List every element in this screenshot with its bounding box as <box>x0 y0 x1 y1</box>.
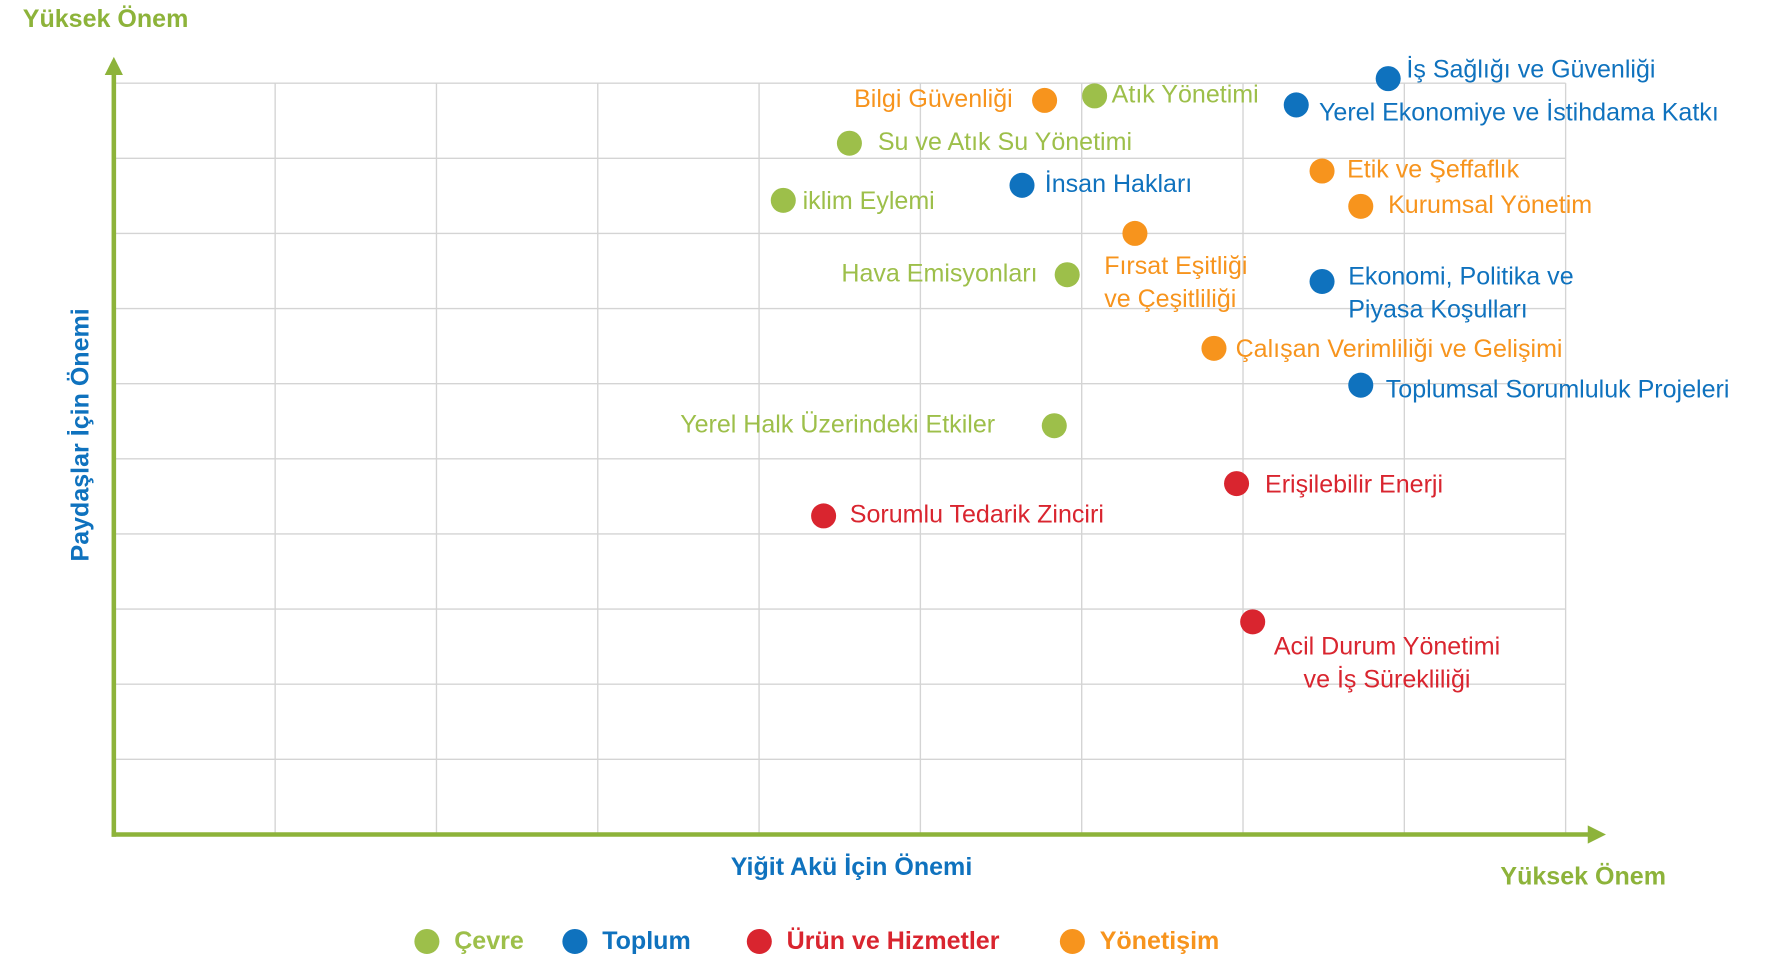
point <box>1082 83 1108 109</box>
legend-marker <box>562 928 588 955</box>
x-high-label: Yüksek Önem <box>1500 861 1666 890</box>
point <box>1041 413 1067 439</box>
point-label: Bilgi Güvenliği <box>854 85 1013 113</box>
legend-label: Ürün ve Hizmetler <box>787 926 1000 955</box>
legend-marker <box>414 928 440 955</box>
point-label: Piyasa Koşulları <box>1348 296 1527 324</box>
point <box>1375 66 1401 92</box>
point-label: Etik ve Şeffaflık <box>1347 156 1520 184</box>
point <box>1348 372 1374 398</box>
point <box>1054 262 1080 288</box>
point <box>836 130 862 156</box>
point <box>1122 220 1148 246</box>
point-label: ve Çeşitliliği <box>1104 285 1236 313</box>
x-axis-label: Yiğit Akü İçin Önemi <box>731 852 973 881</box>
y-high-label: Yüksek Önem <box>23 4 189 33</box>
y-axis-label: Paydaşlar İçin Önemi <box>66 308 95 561</box>
point-label: Kurumsal Yönetim <box>1388 191 1592 219</box>
point-label: Toplumsal Sorumluluk Projeleri <box>1386 375 1730 403</box>
point <box>1309 158 1335 184</box>
legend-label: Toplum <box>602 927 691 955</box>
point <box>1032 87 1058 113</box>
point <box>1224 471 1250 497</box>
point-label: Erişilebilir Enerji <box>1265 470 1443 498</box>
point-label: ve İş Sürekliliği <box>1304 665 1471 694</box>
point-label: iklim Eylemi <box>803 187 935 215</box>
point <box>1309 268 1335 295</box>
point <box>1009 172 1035 198</box>
point-label: Atık Yönetimi <box>1112 81 1259 109</box>
point <box>770 187 796 213</box>
point <box>1240 609 1266 635</box>
point-label: Ekonomi, Politika ve <box>1348 263 1573 291</box>
point-label: Yerel Halk Üzerindeki Etkiler <box>680 410 995 438</box>
point <box>1201 335 1227 361</box>
y-axis-arrow <box>104 56 123 76</box>
point-label: İş Sağlığı ve Güvenliği <box>1406 54 1655 83</box>
point-label: Fırsat Eşitliği <box>1104 252 1247 280</box>
legend-label: Yönetişim <box>1100 927 1220 955</box>
point <box>1348 193 1374 219</box>
point <box>1283 92 1309 118</box>
point <box>811 503 837 529</box>
legend-marker <box>1059 928 1085 955</box>
point-label: Hava Emisyonları <box>841 259 1037 287</box>
point-label: Yerel Ekonomiye ve İstihdama Katkı <box>1319 98 1719 127</box>
legend-marker <box>746 928 772 955</box>
point-label: Sorumlu Tedarik Zinciri <box>850 501 1104 529</box>
point-label: Su ve Atık Su Yönetimi <box>878 128 1132 156</box>
point-label: İnsan Hakları <box>1045 169 1192 198</box>
point-label: Acil Durum Yönetimi <box>1274 633 1500 661</box>
point-label: Çalışan Verimliliği ve Gelişimi <box>1236 335 1563 363</box>
x-axis-arrow <box>1587 825 1606 844</box>
legend-label: Çevre <box>454 927 524 955</box>
